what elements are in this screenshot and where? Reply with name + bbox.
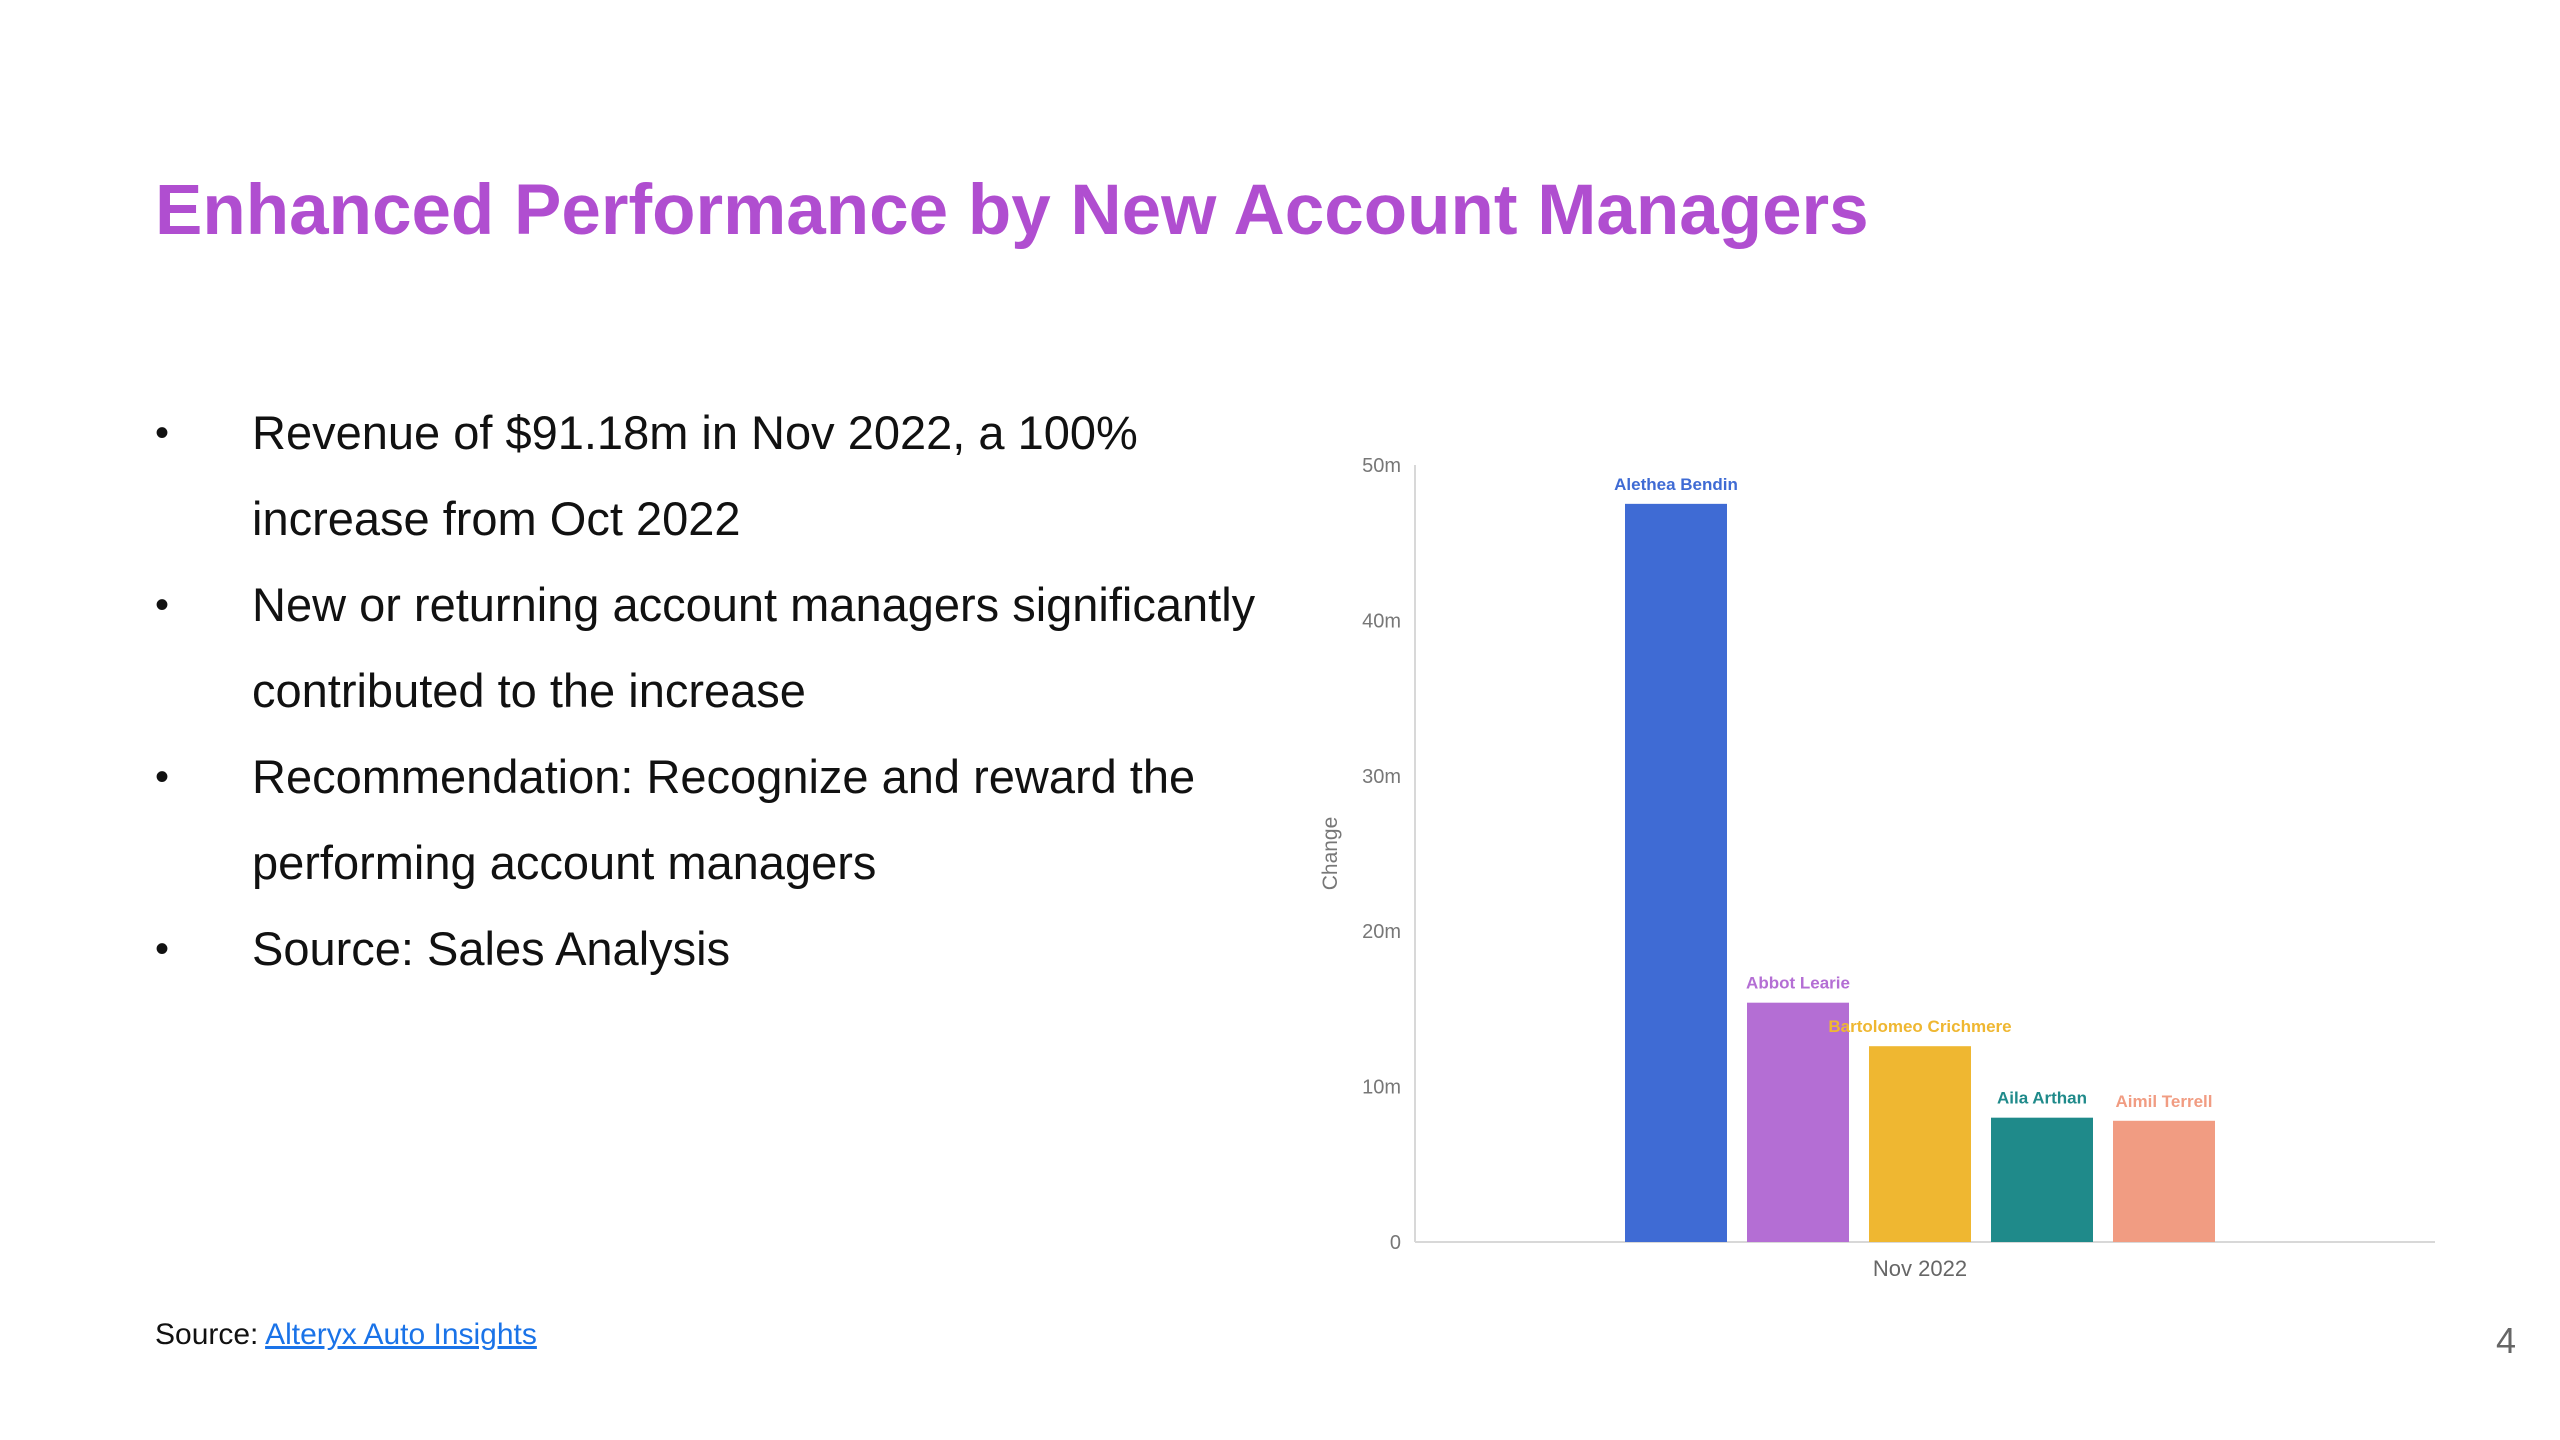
- source-link[interactable]: Alteryx Auto Insights: [265, 1318, 537, 1351]
- bullet-item: • Recommendation: Recognize and reward t…: [155, 734, 1285, 906]
- y-tick-label: 10m: [1362, 1077, 1401, 1099]
- bar-label: Abbot Learie: [1746, 974, 1850, 993]
- bar: [1869, 1046, 1971, 1242]
- bar: [1747, 1002, 1849, 1242]
- bar: [1625, 503, 1727, 1243]
- bullet-dot-icon: •: [155, 927, 170, 971]
- page-number: 4: [2495, 1320, 2516, 1361]
- bullet-list: • Revenue of $91.18m in Nov 2022, a 100%…: [155, 390, 1285, 992]
- y-tick-label: 30m: [1362, 766, 1401, 788]
- bullet-dot-icon: •: [155, 411, 170, 455]
- bullet-dot-icon: •: [155, 583, 170, 627]
- source-line: Source: Alteryx Auto Insights: [155, 1318, 537, 1352]
- source-label: Source:: [155, 1318, 259, 1351]
- bar: [2113, 1120, 2215, 1242]
- bullet-text: Source: Sales Analysis: [252, 922, 731, 975]
- bar: [1991, 1117, 2093, 1242]
- bar-label: Aila Arthan: [1997, 1089, 2087, 1108]
- bar-label: Alethea Bendin: [1614, 475, 1738, 494]
- bullet-text: Revenue of $91.18m in Nov 2022, a 100% i…: [252, 406, 1138, 545]
- slide-title: Enhanced Performance by New Account Mana…: [155, 171, 1869, 250]
- y-tick-label: 0: [1390, 1232, 1401, 1254]
- y-axis-title: Change: [1319, 817, 1342, 891]
- bullet-dot-icon: •: [155, 755, 170, 799]
- y-tick-label: 20m: [1362, 921, 1401, 943]
- y-tick-label: 40m: [1362, 610, 1401, 632]
- bullet-item: • Revenue of $91.18m in Nov 2022, a 100%…: [155, 390, 1285, 562]
- x-tick-label: Nov 2022: [1873, 1256, 1967, 1281]
- bar-chart: 0 10m 20m 30m 40m 50m Change Alethea Bendin Abbo…: [1319, 455, 2435, 1281]
- bar-label: Bartolomeo Crichmere: [1828, 1017, 2011, 1036]
- bar-label: Aimil Terrell: [2116, 1092, 2213, 1111]
- bullet-text: New or returning account managers signif…: [252, 578, 1256, 717]
- y-tick-label: 50m: [1362, 455, 1401, 477]
- bullet-text: Recommendation: Recognize and reward the…: [252, 750, 1196, 889]
- bullet-item: • Source: Sales Analysis: [155, 906, 1285, 992]
- bullet-item: • New or returning account managers sign…: [155, 562, 1285, 734]
